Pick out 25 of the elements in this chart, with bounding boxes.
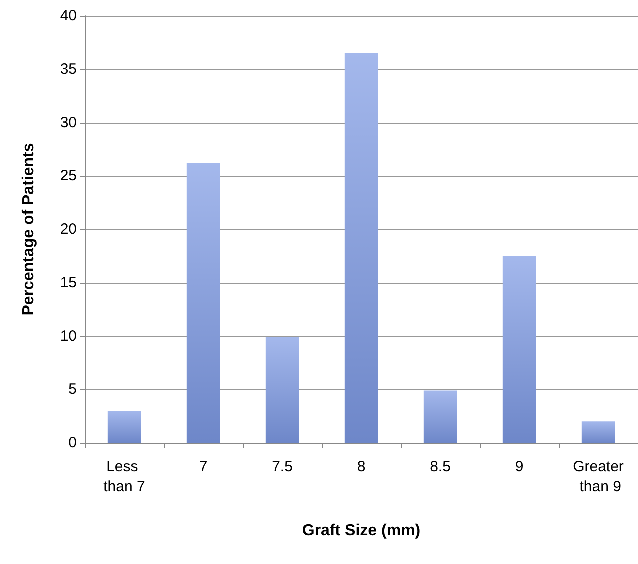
x-tick-label: 7 [199, 458, 208, 476]
y-tick-label: 20 [60, 221, 77, 238]
x-tick-label: 8 [357, 458, 366, 476]
y-axis-title: Percentage of Patients [20, 143, 38, 316]
x-tick-label: 9 [515, 458, 524, 476]
y-tick-label: 15 [60, 274, 77, 292]
y-tick-label: 40 [60, 8, 77, 24]
bar [108, 410, 142, 443]
y-tick-label: 30 [60, 114, 77, 132]
bar [186, 163, 220, 443]
bar [344, 53, 378, 443]
y-tick-label: 5 [68, 381, 77, 398]
bar [582, 422, 616, 443]
bar [424, 390, 458, 443]
x-tick-label: 8.5 [430, 458, 451, 476]
x-axis-title: Graft Size (mm) [302, 522, 421, 540]
y-tick-label: 0 [68, 434, 77, 452]
bar [266, 337, 300, 443]
bar [502, 256, 536, 443]
x-tick-label: Greater than 9 [573, 458, 624, 496]
x-tick-label: Less than 7 [104, 458, 146, 496]
y-tick-label: 35 [60, 60, 77, 78]
y-tick-label: 10 [60, 328, 77, 345]
x-tick-label: 7.5 [272, 458, 293, 476]
y-tick-label: 25 [60, 168, 77, 185]
